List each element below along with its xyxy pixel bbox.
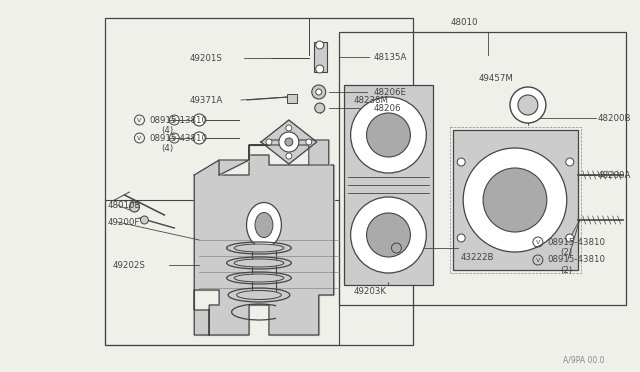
Circle shape (518, 95, 538, 115)
Text: 48200B: 48200B (598, 113, 631, 122)
Text: A/9PA 00.0: A/9PA 00.0 (563, 356, 604, 365)
Text: V: V (536, 240, 540, 244)
Text: 08915-43810: 08915-43810 (149, 134, 207, 142)
Circle shape (315, 103, 324, 113)
Circle shape (306, 139, 312, 145)
Ellipse shape (237, 291, 282, 299)
Text: 49203K: 49203K (354, 288, 387, 296)
Ellipse shape (234, 259, 284, 267)
Text: 48206: 48206 (374, 103, 401, 112)
Text: V: V (172, 118, 176, 122)
Text: 48010B: 48010B (108, 201, 141, 209)
Circle shape (286, 125, 292, 131)
Circle shape (285, 138, 293, 146)
Bar (453, 130, 578, 270)
Text: 49202S: 49202S (113, 260, 145, 269)
Bar (314, 42, 326, 72)
Ellipse shape (246, 202, 282, 247)
Circle shape (566, 234, 573, 242)
Text: 48200A: 48200A (598, 170, 631, 180)
Polygon shape (219, 140, 329, 175)
Text: (2): (2) (560, 266, 572, 275)
Ellipse shape (234, 274, 284, 282)
Bar (339, 32, 625, 305)
Ellipse shape (234, 244, 284, 252)
Circle shape (193, 132, 205, 144)
Circle shape (457, 158, 465, 166)
Circle shape (193, 114, 205, 126)
Bar (344, 85, 433, 285)
Text: 49457M: 49457M (478, 74, 513, 83)
Circle shape (316, 41, 324, 49)
Circle shape (351, 97, 426, 173)
Circle shape (392, 243, 401, 253)
Circle shape (457, 234, 465, 242)
Circle shape (351, 197, 426, 273)
Text: (2): (2) (560, 247, 572, 257)
Circle shape (286, 153, 292, 159)
Text: 49371A: 49371A (189, 96, 223, 105)
Text: 49200F: 49200F (108, 218, 140, 227)
Circle shape (140, 216, 148, 224)
Bar (287, 94, 297, 103)
Polygon shape (194, 155, 333, 335)
Text: 48206E: 48206E (374, 87, 406, 96)
Circle shape (266, 139, 272, 145)
Text: 08915-43810: 08915-43810 (548, 256, 606, 264)
Polygon shape (261, 120, 317, 164)
Text: V: V (536, 257, 540, 263)
Ellipse shape (255, 212, 273, 237)
Text: 08915-13810: 08915-13810 (149, 115, 207, 125)
Text: 43222B: 43222B (460, 253, 493, 263)
Circle shape (367, 213, 410, 257)
Text: V: V (172, 135, 176, 141)
Text: V: V (138, 135, 141, 141)
Text: 48135A: 48135A (374, 52, 407, 61)
Circle shape (316, 89, 322, 95)
Text: (4): (4) (161, 125, 173, 135)
Text: 48238M: 48238M (354, 96, 388, 105)
Bar (450, 127, 580, 273)
Circle shape (316, 65, 324, 73)
Text: (4): (4) (161, 144, 173, 153)
Circle shape (566, 158, 573, 166)
Circle shape (279, 132, 299, 152)
Bar (104, 18, 413, 345)
Text: V: V (138, 118, 141, 122)
Circle shape (312, 85, 326, 99)
Circle shape (129, 202, 140, 212)
Circle shape (510, 87, 546, 123)
Text: 08915-43810: 08915-43810 (548, 237, 606, 247)
Circle shape (463, 148, 567, 252)
Text: 48010: 48010 (450, 17, 477, 26)
Bar (104, 200, 339, 345)
Text: 49201S: 49201S (189, 54, 222, 62)
Ellipse shape (252, 291, 276, 299)
Circle shape (367, 113, 410, 157)
Circle shape (483, 168, 547, 232)
